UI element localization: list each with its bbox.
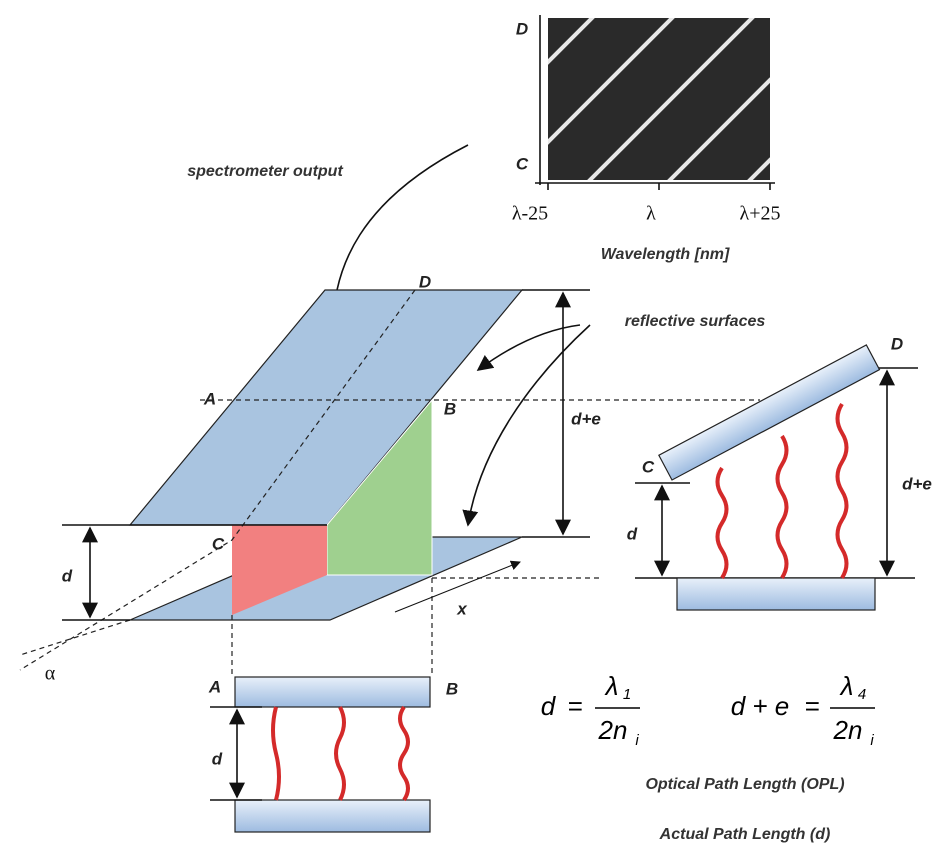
- light-path: [778, 436, 787, 578]
- eq-denominator: 2n: [598, 715, 628, 745]
- y-label: D: [516, 19, 528, 38]
- corner-label: D: [419, 272, 431, 291]
- eq-denominator: 2n: [833, 715, 863, 745]
- corner-label: D: [891, 334, 903, 353]
- eq-subscript: 1: [623, 686, 631, 703]
- shift-label: x: [456, 599, 468, 618]
- light-path: [718, 468, 727, 578]
- corner-label: A: [203, 389, 216, 408]
- x-tick-label: λ+25: [740, 203, 781, 225]
- light-path: [273, 707, 279, 800]
- light-path: [838, 404, 847, 578]
- x-tick-label: λ: [646, 203, 656, 225]
- eq-lhs: d: [541, 691, 557, 721]
- gap-label: d+e: [902, 474, 932, 493]
- annotation: spectrometer output: [187, 163, 343, 180]
- corner-label: A: [208, 677, 221, 696]
- eq-subscript: i: [635, 732, 639, 749]
- x-axis-label: Wavelength [nm]: [601, 246, 730, 263]
- front-view: A B d: [208, 677, 458, 832]
- eq-numerator: λ: [839, 671, 854, 701]
- diagram: D C λ-25 λ λ+25 Wavelength [nm] spectrom…: [0, 0, 939, 850]
- side-view: C D d d+e: [627, 334, 932, 610]
- eq-numerator: λ: [604, 671, 619, 701]
- eq-lhs: d + e: [731, 691, 790, 721]
- equation: d = λ 1 2n i: [541, 671, 640, 749]
- legend-text: Optical Path Length (OPL): [645, 776, 844, 793]
- corner-label: B: [446, 679, 458, 698]
- light-path: [400, 707, 408, 800]
- equation: d + e = λ 4 2n i: [731, 671, 875, 749]
- annotation: reflective surfaces: [625, 313, 766, 330]
- wedge-view: A B C D d d+e x α reflective surfaces: [20, 272, 765, 684]
- light-path: [336, 707, 344, 800]
- legend-text: Actual Path Length (d): [659, 826, 831, 843]
- gap-label: d+e: [571, 409, 601, 428]
- angle-label: α: [45, 663, 56, 685]
- eq-subscript: 4: [858, 686, 866, 703]
- eq-operator: =: [567, 691, 582, 721]
- gap-label: d: [627, 524, 638, 543]
- gap-label: d: [62, 566, 73, 585]
- gap-label: d: [212, 749, 223, 768]
- corner-label: C: [642, 457, 655, 476]
- corner-label: B: [444, 399, 456, 418]
- eq-subscript: i: [870, 732, 874, 749]
- eq-operator: =: [804, 691, 819, 721]
- x-tick-label: λ-25: [512, 203, 548, 225]
- corner-label: C: [212, 534, 225, 553]
- y-label: C: [516, 154, 529, 173]
